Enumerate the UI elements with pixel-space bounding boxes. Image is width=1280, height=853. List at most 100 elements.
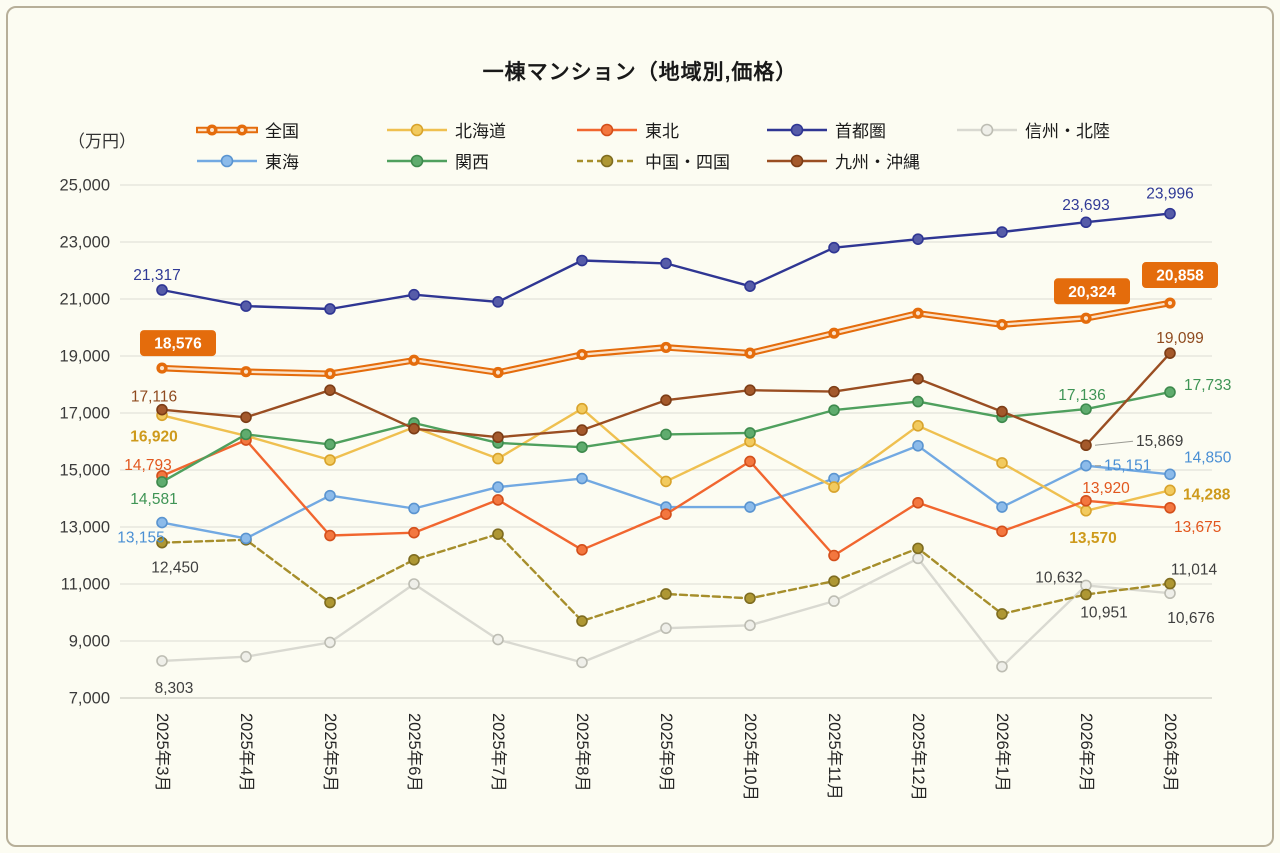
data-point-hokkaido [660, 475, 672, 488]
data-point-tohoku [1080, 494, 1092, 507]
legend-item-zenkoku: 全国 [196, 117, 386, 142]
data-point-shutoken [492, 296, 504, 308]
data-label: 13,675 [1174, 519, 1221, 536]
data-point-hokkaido [492, 452, 504, 465]
data-label: 17,733 [1184, 377, 1231, 394]
data-label: 17,136 [1058, 387, 1105, 404]
data-point-hokkaido [1080, 504, 1092, 517]
legend-marker-hokkaido [387, 123, 447, 136]
data-point-kyushu-okinawa [408, 422, 420, 435]
data-point-tokai [996, 501, 1008, 513]
x-axis-label: 2025年7月 [489, 713, 508, 792]
legend-label: 中国・四国 [645, 153, 730, 172]
data-label: 14,793 [124, 457, 171, 474]
data-label: 10,632 [1035, 569, 1082, 586]
data-point-kyushu-okinawa [156, 403, 168, 416]
y-axis-label: 17,000 [60, 405, 110, 423]
data-label: 14,850 [1184, 449, 1232, 466]
x-axis-label: 2025年11月 [825, 713, 844, 800]
data-point-tohoku [744, 455, 756, 468]
data-label: 14,288 [1183, 486, 1231, 503]
data-point-chugoku-shikoku [828, 575, 840, 587]
data-point-shinshu-hokuriku [744, 619, 756, 632]
data-point-shutoken [660, 257, 672, 270]
data-label: 23,693 [1062, 197, 1109, 214]
data-point-tokai [492, 481, 504, 493]
data-point-shutoken [828, 241, 840, 254]
data-point-center-zenkoku [999, 322, 1005, 327]
data-point-hokkaido [1164, 484, 1176, 497]
data-label: 20,324 [1068, 284, 1116, 301]
data-point-kyushu-okinawa [744, 384, 756, 397]
y-axis-label: 7,000 [69, 690, 110, 708]
data-point-hokkaido [828, 481, 840, 493]
data-point-shinshu-hokuriku [240, 650, 252, 663]
data-point-tohoku [660, 508, 672, 520]
data-point-center-zenkoku [495, 370, 501, 375]
data-point-chugoku-shikoku [744, 592, 756, 605]
data-point-kyushu-okinawa [828, 385, 840, 398]
data-label: 19,099 [1156, 330, 1203, 347]
y-axis-label: 23,000 [60, 234, 110, 252]
x-axis-label: 2026年2月 [1077, 713, 1096, 792]
data-point-shinshu-hokuriku [828, 595, 840, 607]
data-point-kyushu-okinawa [324, 384, 336, 397]
data-label: 15,869 [1136, 433, 1183, 450]
series-line-shinshu-hokuriku [160, 557, 1172, 668]
data-point-center-zenkoku [1083, 316, 1089, 321]
legend-item-shinshu-hokuriku: 信州・北陸 [956, 117, 1146, 142]
series-line-zenkoku [158, 299, 1174, 377]
y-axis-label: 11,000 [61, 576, 110, 594]
y-axis-label: 25,000 [60, 177, 110, 195]
legend-label: 首都圏 [835, 122, 886, 141]
chart-title: 一棟マンション（地域別,価格） [482, 61, 798, 84]
data-label: 8,303 [155, 680, 194, 697]
legend-marker-zenkoku [196, 124, 258, 135]
data-point-kyushu-okinawa [996, 405, 1008, 418]
data-point-tohoku [1164, 501, 1176, 514]
data-point-kansai [660, 428, 672, 441]
data-point-center-zenkoku [831, 331, 837, 336]
x-axis-label: 2026年3月 [1161, 713, 1180, 792]
legend-item-kyushu-okinawa: 九州・沖縄 [766, 148, 956, 173]
data-point-shutoken [996, 226, 1008, 238]
data-label: 13,920 [1082, 480, 1130, 497]
data-point-center-zenkoku [327, 371, 333, 376]
data-point-shutoken [156, 284, 168, 296]
x-axis-label: 2025年5月 [321, 713, 340, 792]
data-point-hokkaido [996, 457, 1008, 469]
data-point-kansai [576, 441, 588, 454]
data-label: 21,317 [133, 267, 180, 284]
data-point-shutoken [576, 254, 588, 267]
legend-label: 北海道 [455, 122, 506, 141]
data-label: 15,151 [1104, 458, 1151, 475]
data-label: 17,116 [131, 389, 177, 406]
data-point-chugoku-shikoku [1164, 577, 1176, 590]
data-point-tokai [1164, 468, 1176, 481]
data-point-chugoku-shikoku [156, 536, 168, 549]
data-point-shinshu-hokuriku [1164, 587, 1176, 600]
label-leader-line [1094, 440, 1134, 446]
data-label: 13,155 [117, 530, 164, 547]
data-point-shinshu-hokuriku [324, 636, 336, 649]
data-point-kyushu-okinawa [912, 372, 924, 385]
data-label: 18,576 [154, 336, 202, 353]
data-point-kyushu-okinawa [492, 431, 504, 444]
data-point-tokai [576, 472, 588, 485]
data-point-tokai [912, 439, 924, 452]
legend-label: 東北 [645, 122, 679, 141]
legend-label: 関西 [455, 153, 489, 172]
x-axis-label: 2025年12月 [909, 713, 928, 801]
x-axis-label: 2026年1月 [993, 713, 1012, 792]
data-point-kansai [1164, 386, 1176, 398]
data-point-shinshu-hokuriku [912, 552, 924, 565]
data-point-center-zenkoku [411, 358, 417, 363]
data-point-shutoken [1164, 207, 1176, 220]
legend-marker-kyushu-okinawa [767, 154, 827, 167]
data-point-tokai [240, 532, 252, 545]
data-point-shutoken [912, 233, 924, 245]
data-point-tohoku [324, 529, 336, 542]
data-point-kansai [912, 395, 924, 408]
legend-item-tohoku: 東北 [576, 117, 766, 142]
